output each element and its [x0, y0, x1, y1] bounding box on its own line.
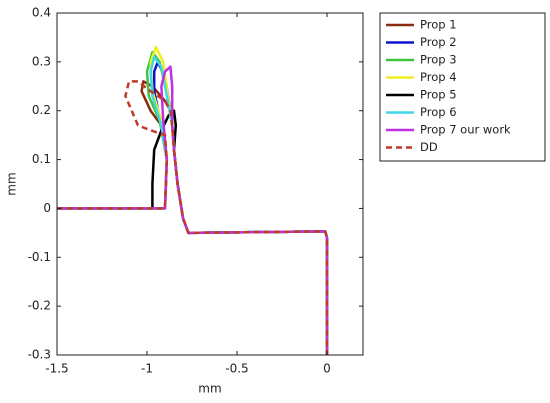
- y-tick-label: 0.1: [32, 152, 51, 166]
- x-tick-label: -1: [141, 362, 153, 376]
- plot-area: [57, 13, 363, 355]
- plot-frame: [56, 12, 364, 356]
- series-line: [57, 80, 329, 355]
- y-tick-label: 0: [43, 201, 51, 215]
- x-tick-label: -0.5: [225, 362, 248, 376]
- y-tick-label: 0.4: [32, 6, 51, 20]
- y-tick-label: 0.3: [32, 54, 51, 68]
- y-axis-label: mm: [5, 172, 19, 195]
- legend-box: [379, 12, 546, 162]
- legend: Prop 1 Prop 2 Prop 3 Prop 4 Prop 5 Prop 6 Prop…: [379, 12, 546, 162]
- legend-label: Prop 4: [420, 70, 457, 84]
- legend-label: Prop 3: [420, 53, 457, 67]
- legend-label: DD: [420, 140, 438, 154]
- y-tick-label: -0.3: [28, 348, 51, 362]
- x-tick-label: 0: [323, 362, 331, 376]
- y-tick-label: -0.1: [28, 250, 51, 264]
- legend-label: Prop 1: [420, 18, 457, 32]
- y-tick-label: -0.2: [28, 299, 51, 313]
- x-tick-label: -1.5: [45, 362, 68, 376]
- y-tick-label: 0.2: [32, 103, 51, 117]
- legend-label: Prop 5: [420, 88, 457, 102]
- legend-label: Prop 2: [420, 35, 457, 49]
- x-axis-label: mm: [198, 382, 221, 396]
- legend-label: Prop 6: [420, 105, 457, 119]
- legend-label: Prop 7 our work: [420, 123, 511, 137]
